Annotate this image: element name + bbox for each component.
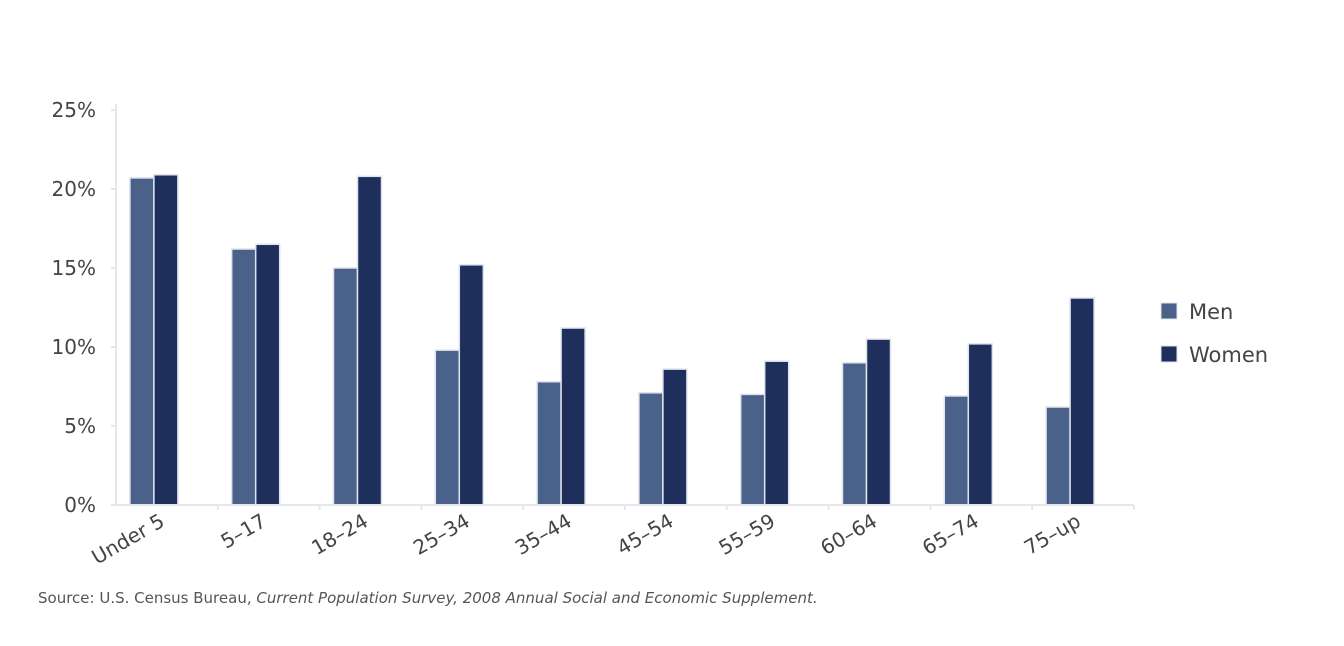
bar-women <box>560 327 586 506</box>
legend-swatch <box>1160 302 1178 320</box>
bar-women <box>865 338 892 506</box>
y-axis: 0% 5% 10% 15% 20% 25% <box>52 98 117 517</box>
y-tick-label: 20% <box>52 177 96 201</box>
source-prefix: Source: U.S. Census Bureau, <box>38 589 257 607</box>
bar-women <box>356 175 383 506</box>
x-tick-label: 55–59 <box>714 509 779 560</box>
bar-men <box>638 392 664 506</box>
bar-women <box>967 343 994 506</box>
bar-men <box>230 248 257 506</box>
bar-women <box>458 264 485 506</box>
bar-men <box>739 393 766 506</box>
bar-men <box>1045 406 1071 506</box>
bar-women <box>153 174 179 506</box>
bar-men <box>841 362 868 506</box>
bar-women <box>662 368 688 506</box>
legend-label: Men <box>1189 300 1233 324</box>
source-note: Source: U.S. Census Bureau, Current Popu… <box>38 589 818 607</box>
x-tick-label: Under 5 <box>87 509 168 570</box>
x-tick-label: 18–24 <box>307 509 372 560</box>
legend: Men Women <box>1160 300 1268 367</box>
bar-men <box>332 267 359 506</box>
legend-label: Women <box>1189 343 1268 367</box>
x-tick-label: 35–44 <box>511 509 576 560</box>
legend-swatch <box>1160 345 1178 363</box>
y-tick-label: 10% <box>52 335 96 359</box>
x-tick-label: 65–74 <box>918 509 983 560</box>
bar-men <box>434 349 461 506</box>
x-tick-label: 45–54 <box>613 509 678 560</box>
x-tick-label: 5–17 <box>216 509 270 554</box>
x-tick-label: 75–up <box>1020 509 1085 560</box>
y-tick-label: 5% <box>64 414 96 438</box>
bar-women <box>763 360 790 506</box>
x-tick-label: 60–64 <box>816 509 881 560</box>
bars <box>129 174 1095 506</box>
source-survey: Current Population Survey, 2008 Annual S… <box>256 589 818 607</box>
x-axis: Under 5 5–17 18–24 25–34 35–44 45–54 55–59 60–6… <box>87 504 1135 570</box>
y-tick-label: 25% <box>52 98 96 122</box>
bar-men <box>943 395 970 506</box>
bar-women <box>254 243 281 506</box>
bar-men <box>536 381 562 506</box>
bar-women <box>1069 297 1095 506</box>
y-tick-label: 15% <box>52 256 96 280</box>
y-tick-label: 0% <box>64 493 96 517</box>
x-tick-label: 25–34 <box>409 509 474 560</box>
bar-men <box>129 177 155 506</box>
